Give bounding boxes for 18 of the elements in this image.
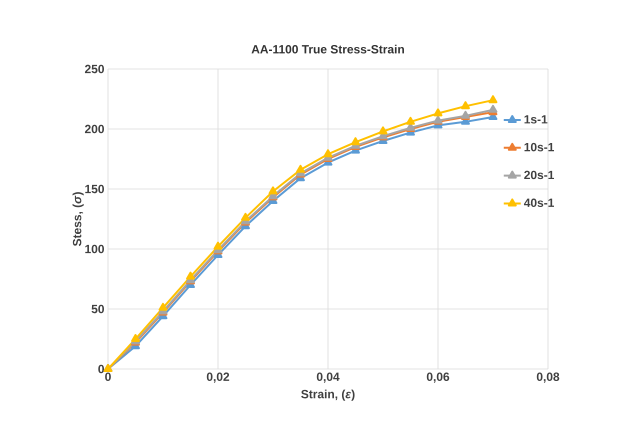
legend-label: 10s-1: [524, 142, 554, 152]
x-axis-title: Strain, (ε): [301, 390, 355, 401]
x-tick-label: 0: [105, 372, 111, 381]
y-tick-label: 0: [98, 364, 104, 374]
y-tick-label: 250: [84, 64, 104, 74]
y-tick-label: 50: [92, 304, 104, 314]
x-tick-label: 0,04: [316, 372, 340, 383]
x-tick-label: 0,06: [426, 372, 450, 383]
y-tick-label: 200: [84, 124, 104, 134]
legend-label: 20s-1: [524, 170, 554, 180]
y-axis-title: Stess, (σ): [72, 192, 84, 246]
y-tick-label: 100: [85, 244, 104, 254]
chart-title: AA-1100 True Stress-Strain: [252, 44, 404, 54]
legend-label: 40s-1: [524, 198, 554, 207]
legend-label: 1s-1: [524, 115, 548, 124]
x-tick-label: 0,02: [206, 372, 230, 383]
x-tick-label: 0,08: [536, 372, 560, 383]
y-tick-label: 150: [85, 184, 104, 194]
